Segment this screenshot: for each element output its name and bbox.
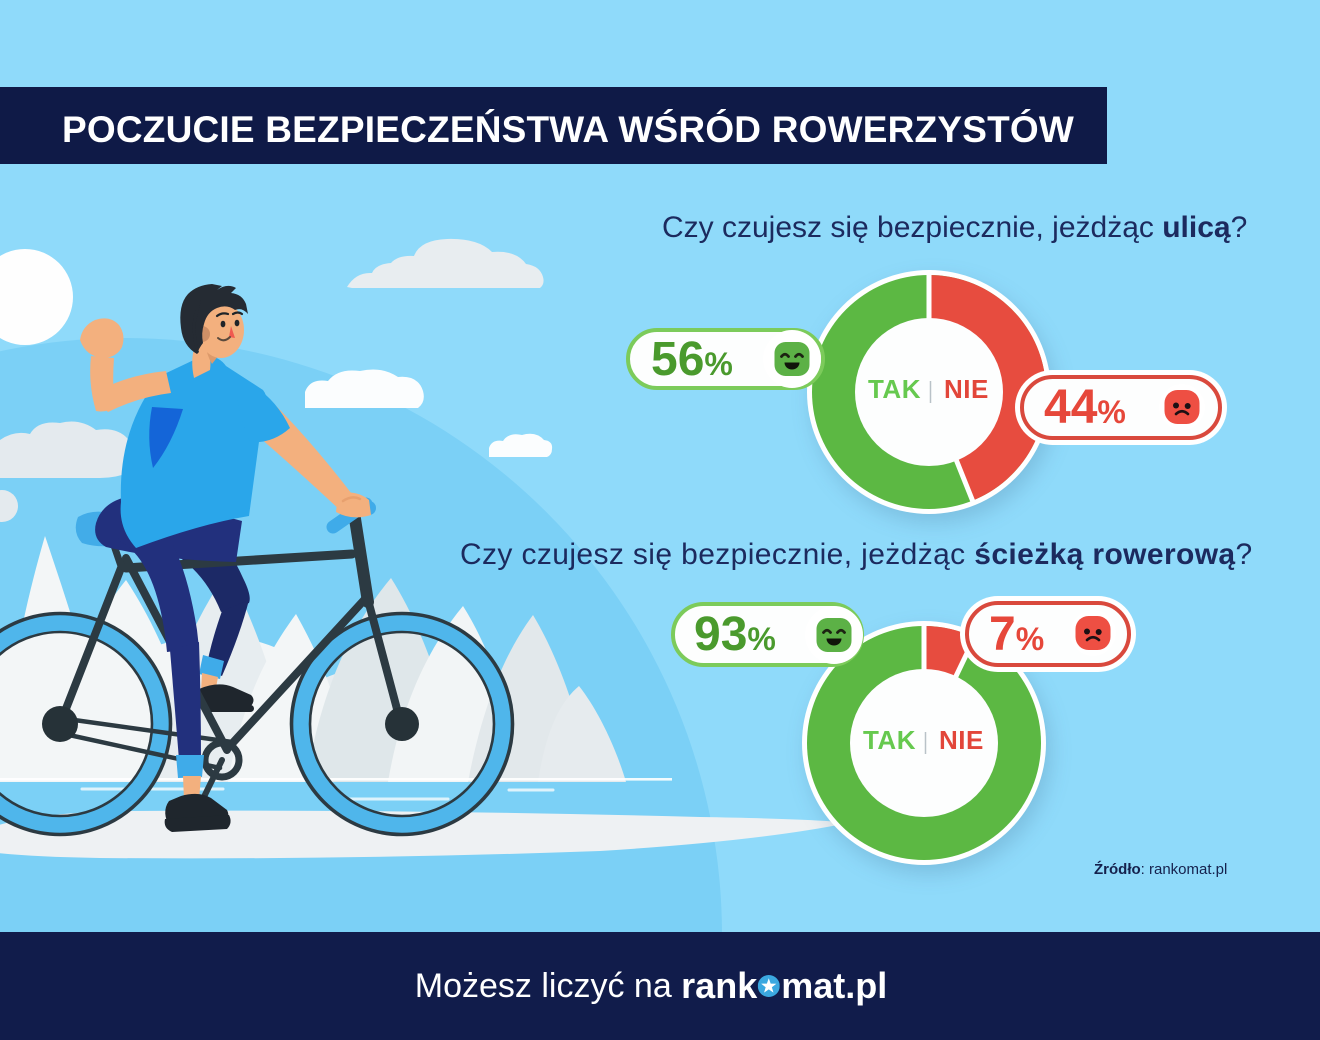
svg-text:TAK: TAK [863, 725, 916, 755]
svg-text:NIE: NIE [944, 374, 989, 404]
svg-text:TAK: TAK [868, 374, 921, 404]
svg-text:NIE: NIE [939, 725, 984, 755]
